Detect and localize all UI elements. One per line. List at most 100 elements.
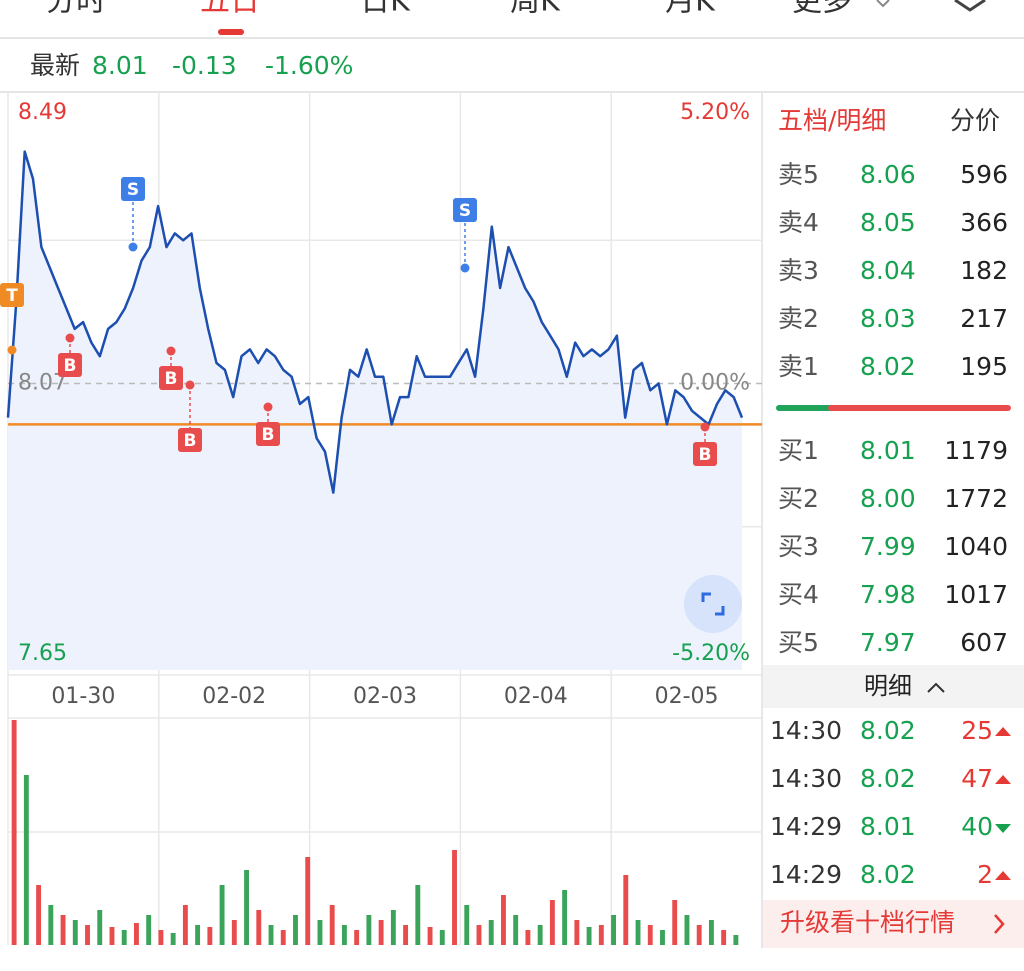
quote-label: 最新 [30, 51, 80, 80]
volume-bar [488, 920, 494, 945]
volume-bar [721, 930, 727, 945]
marker-badge [453, 198, 477, 222]
marker-dot [166, 346, 176, 356]
volume-bar [195, 925, 201, 945]
upgrade-bg[interactable] [762, 900, 1024, 948]
trade-time: 14:29 [770, 812, 842, 841]
bid-ratio [776, 405, 832, 411]
book-price: 8.03 [860, 304, 916, 333]
trade-price: 8.02 [860, 860, 916, 889]
trade-price: 8.02 [860, 764, 916, 793]
marker-dot [185, 380, 195, 390]
book-volume: 217 [960, 304, 1008, 333]
marker-badge [121, 177, 145, 201]
volume-bar [354, 930, 360, 945]
marker-badge [58, 353, 82, 377]
volume-bar [341, 925, 347, 945]
book-tab[interactable]: 分价 [950, 106, 1000, 135]
volume-bar [586, 927, 592, 945]
trade-price: 8.02 [860, 716, 916, 745]
marker-label: B [64, 356, 77, 376]
book-price: 8.02 [860, 352, 916, 381]
marker-label: B [165, 369, 178, 389]
book-label: 卖5 [778, 160, 819, 189]
book-price: 8.00 [860, 484, 916, 513]
tab[interactable]: 更多 [792, 0, 852, 19]
book-volume: 596 [960, 160, 1008, 189]
trade-volume: 2 [977, 860, 993, 889]
marker-badge [159, 366, 183, 390]
book-label: 卖2 [778, 304, 819, 333]
tab[interactable]: 周K [510, 0, 561, 19]
volume-bar [525, 930, 531, 945]
y2-tick-label: 0.00% [680, 371, 750, 396]
book-price: 7.98 [860, 580, 916, 609]
book-price: 8.06 [860, 160, 916, 189]
x-tick-label: 02-04 [504, 684, 568, 709]
expand-icon [701, 592, 725, 616]
book-volume: 1772 [944, 484, 1008, 513]
y-tick-label: 7.65 [18, 641, 67, 666]
volume-bar [23, 775, 29, 945]
details-header-bg [762, 665, 1024, 708]
book-price: 8.05 [860, 208, 916, 237]
book-volume: 1017 [944, 580, 1008, 609]
tab[interactable]: 分时 [46, 0, 106, 19]
quote-pct: -1.60% [265, 51, 353, 80]
trade-volume: 47 [961, 764, 993, 793]
book-volume: 607 [960, 628, 1008, 657]
volume-bar [427, 927, 433, 945]
book-label: 卖1 [778, 352, 819, 381]
volume-bar [305, 857, 311, 945]
trade-volume: 40 [961, 812, 993, 841]
x-tick-label: 02-02 [202, 684, 266, 709]
expand-button[interactable] [684, 575, 742, 633]
marker-label: S [127, 180, 139, 200]
volume-bar [598, 925, 604, 945]
book-tab[interactable]: 五档/明细 [778, 106, 886, 135]
book-price: 8.04 [860, 256, 916, 285]
volume-bar [733, 935, 739, 945]
volume-bar [537, 925, 543, 945]
details-title[interactable]: 明细 [864, 672, 912, 700]
volume-bar [439, 930, 445, 945]
volume-bar [647, 925, 653, 945]
settings-icon [954, 0, 986, 12]
area-fill [8, 151, 742, 671]
volume-bar [476, 925, 482, 945]
book-label: 买1 [778, 436, 819, 465]
volume-bar [170, 933, 176, 945]
volume-bar [219, 885, 225, 945]
volume-bar [708, 920, 714, 945]
volume-bar [48, 905, 54, 945]
volume-bar [623, 875, 629, 945]
tab[interactable]: 日K [360, 0, 411, 19]
marker-label: S [459, 201, 471, 221]
book-volume: 195 [960, 352, 1008, 381]
book-volume: 182 [960, 256, 1008, 285]
book-price: 7.99 [860, 532, 916, 561]
volume-bar [415, 885, 421, 945]
volume-bar [146, 915, 152, 945]
marker-label: T [6, 286, 18, 306]
volume-bar [635, 920, 641, 945]
marker-badge [0, 283, 24, 307]
marker-dot [700, 422, 710, 432]
volume-bar [256, 910, 262, 945]
volume-bar [501, 895, 506, 945]
marker-dot [263, 402, 273, 412]
volume-bar [317, 920, 323, 945]
book-label: 卖3 [778, 256, 819, 285]
tab[interactable]: 月K [665, 0, 716, 19]
volume-bar [182, 905, 188, 945]
tab[interactable]: 五日 [200, 0, 260, 19]
volume-bar [121, 930, 127, 945]
volume-bar [244, 870, 249, 945]
x-tick-label: 02-05 [655, 684, 719, 709]
volume-bar [378, 920, 384, 945]
upgrade-link[interactable]: 升级看十档行情 [780, 908, 955, 937]
book-label: 买4 [778, 580, 819, 609]
volume-bar [574, 920, 580, 945]
book-volume: 1179 [944, 436, 1008, 465]
